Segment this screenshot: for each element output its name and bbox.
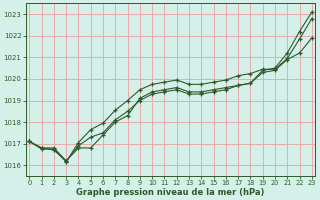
X-axis label: Graphe pression niveau de la mer (hPa): Graphe pression niveau de la mer (hPa) [76, 188, 265, 197]
